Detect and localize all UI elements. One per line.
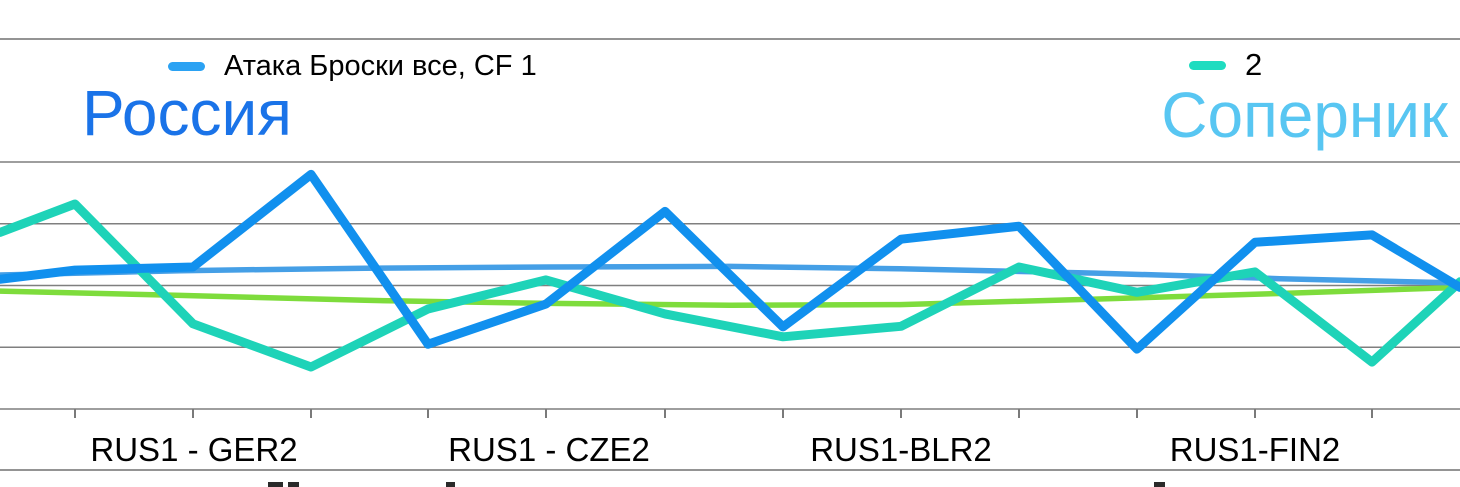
top-divider (0, 38, 1460, 40)
x-axis-label: RUS1-BLR2 (810, 431, 992, 468)
clipped-text-fragment (288, 482, 299, 487)
series-team (0, 169, 1460, 354)
clipped-text-fragment (268, 482, 283, 487)
x-axis-label: RUS1 - CZE2 (448, 431, 650, 468)
x-axis-label: RUS1 - GER2 (90, 431, 298, 468)
legend-label-team: Атака Броски все, CF 1 (224, 49, 537, 82)
clipped-text-fragment (446, 482, 455, 487)
opponent-series-color-dash-icon (1189, 60, 1226, 70)
series-trend-opponent (0, 284, 1460, 309)
x-axis-label: RUS1-FIN2 (1169, 431, 1341, 468)
bottom-divider (0, 469, 1460, 471)
team-title: Россия (82, 77, 292, 149)
series-opponent (0, 199, 1460, 372)
legend-label-opponent: 2 (1245, 47, 1263, 82)
team-series-color-dash-icon (168, 61, 205, 71)
clipped-text-fragment (1154, 482, 1165, 487)
legend-item-opponent[interactable]: 2 (1189, 47, 1263, 82)
opponent-title: Соперник (1161, 79, 1448, 151)
legend-item-team[interactable]: Атака Броски все, CF 1 (168, 49, 537, 83)
